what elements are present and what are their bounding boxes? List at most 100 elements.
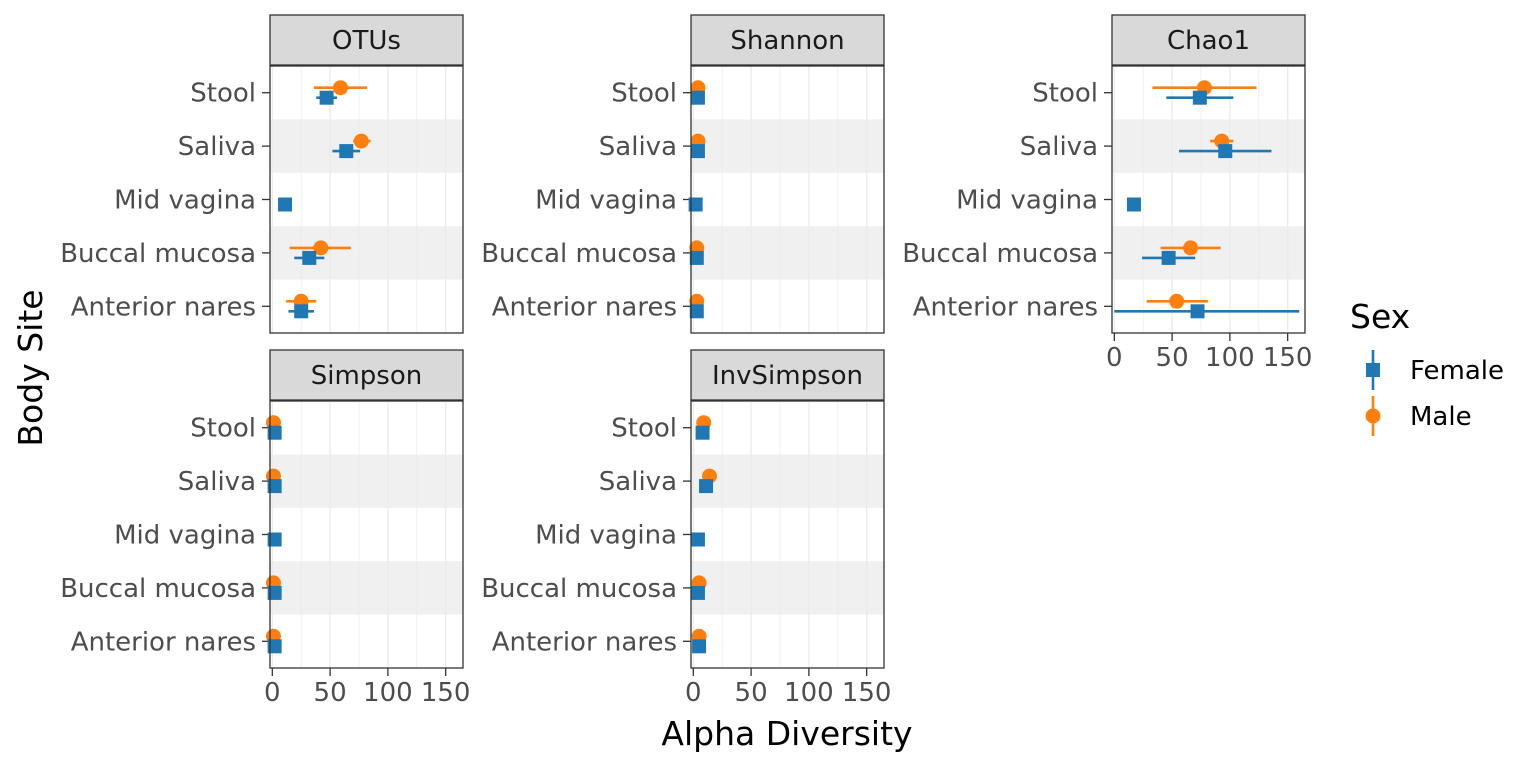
y-tick-label-buccal-mucosa-invsimpson: Buccal mucosa <box>481 574 677 604</box>
point-stool-female-invsimpson <box>695 425 710 440</box>
y-tick-label-anterior-nares-shannon: Anterior nares <box>492 292 677 322</box>
x-tick-label-50-invsimpson: 50 <box>735 678 768 708</box>
y-tick-label-stool-simpson: Stool <box>190 414 256 444</box>
point-mid-vagina-female-shannon <box>688 197 703 212</box>
point-mid-vagina-female-invsimpson <box>690 532 705 547</box>
y-tick-label-mid-vagina-invsimpson: Mid vagina <box>535 521 677 551</box>
y-tick-label-mid-vagina-chao1: Mid vagina <box>956 186 1098 216</box>
point-anterior-nares-female-otus <box>294 304 309 319</box>
band-buccal-mucosa-invsimpson <box>691 561 884 615</box>
legend: Sex Female Male <box>1350 297 1504 436</box>
point-anterior-nares-female-shannon <box>689 304 704 319</box>
point-saliva-female-otus <box>339 144 354 159</box>
point-saliva-female-simpson <box>267 479 282 494</box>
band-saliva-chao1 <box>1112 119 1305 173</box>
y-tick-label-buccal-mucosa-otus: Buccal mucosa <box>60 239 256 269</box>
legend-label-female: Female <box>1410 356 1504 386</box>
x-tick-label-100-chao1: 100 <box>1205 343 1255 373</box>
point-mid-vagina-female-otus <box>278 197 293 212</box>
point-saliva-female-invsimpson <box>699 479 714 494</box>
x-tick-label-150-simpson: 150 <box>421 678 471 708</box>
y-tick-label-mid-vagina-simpson: Mid vagina <box>114 521 256 551</box>
panel-border-otus <box>269 65 464 334</box>
panel-border-shannon <box>690 65 885 334</box>
x-tick-label-50-simpson: 50 <box>314 678 347 708</box>
point-mid-vagina-female-chao1 <box>1126 197 1141 212</box>
panel-background-simpson <box>270 401 463 668</box>
point-stool-female-otus <box>319 90 334 105</box>
facet-strip-chao1 <box>1111 14 1306 66</box>
facet-shannon: Shannon Stool Saliva Mid vagina Buccal mucos… <box>481 14 885 334</box>
y-tick-label-anterior-nares-otus: Anterior nares <box>71 292 256 322</box>
y-tick-label-anterior-nares-chao1: Anterior nares <box>913 292 1098 322</box>
y-tick-label-stool-chao1: Stool <box>1032 79 1098 109</box>
legend-key-female <box>1366 363 1380 377</box>
panel-background-otus <box>270 66 463 333</box>
band-buccal-mucosa-simpson <box>270 561 463 615</box>
band-saliva-simpson <box>270 454 463 508</box>
facet-chao1: Chao1 Stool Saliva Mid vagina Buccal mucosa A… <box>902 14 1313 373</box>
point-buccal-mucosa-female-otus <box>302 250 317 265</box>
facet-strip-label-simpson: Simpson <box>311 361 423 391</box>
y-tick-label-stool-invsimpson: Stool <box>611 414 677 444</box>
x-tick-label-50-chao1: 50 <box>1156 343 1189 373</box>
point-saliva-male-otus <box>353 133 369 149</box>
y-tick-label-saliva-simpson: Saliva <box>178 467 256 497</box>
point-stool-female-simpson <box>267 425 282 440</box>
point-buccal-mucosa-female-simpson <box>267 585 282 600</box>
point-anterior-nares-female-invsimpson <box>692 639 707 654</box>
y-tick-label-anterior-nares-invsimpson: Anterior nares <box>492 627 677 657</box>
facet-strip-shannon <box>690 14 885 66</box>
y-tick-label-saliva-chao1: Saliva <box>1020 132 1098 162</box>
band-buccal-mucosa-chao1 <box>1112 226 1305 280</box>
x-tick-label-0-chao1: 0 <box>1106 343 1123 373</box>
point-buccal-mucosa-male-chao1 <box>1183 240 1199 256</box>
facet-strip-label-otus: OTUs <box>332 26 401 56</box>
panel-background-shannon <box>691 66 884 333</box>
y-tick-label-buccal-mucosa-chao1: Buccal mucosa <box>902 239 1098 269</box>
facet-strip-label-shannon: Shannon <box>730 26 844 56</box>
panel-background-chao1 <box>1112 66 1305 333</box>
y-axis-title: Body Site <box>11 289 50 446</box>
y-tick-label-mid-vagina-otus: Mid vagina <box>114 186 256 216</box>
y-tick-label-anterior-nares-simpson: Anterior nares <box>71 627 256 657</box>
point-stool-male-otus <box>332 80 348 96</box>
point-stool-female-chao1 <box>1192 90 1207 105</box>
facet-strip-label-invsimpson: InvSimpson <box>712 361 863 391</box>
point-anterior-nares-male-chao1 <box>1169 293 1185 309</box>
facet-strip-otus <box>269 14 464 66</box>
x-tick-label-0-invsimpson: 0 <box>685 678 702 708</box>
point-buccal-mucosa-female-chao1 <box>1161 250 1176 265</box>
legend-key-male <box>1365 408 1381 424</box>
y-tick-label-stool-otus: Stool <box>190 79 256 109</box>
band-buccal-mucosa-shannon <box>691 226 884 280</box>
x-tick-label-100-simpson: 100 <box>363 678 413 708</box>
x-axis-title: Alpha Diversity <box>661 714 912 753</box>
x-tick-label-150-invsimpson: 150 <box>842 678 892 708</box>
point-buccal-mucosa-female-shannon <box>689 250 704 265</box>
point-buccal-mucosa-male-otus <box>313 240 329 256</box>
facet-simpson: Simpson Stool Saliva Mid vagina Buccal mucos… <box>60 349 471 708</box>
facet-strip-simpson <box>269 349 464 401</box>
facet-strip-invsimpson <box>690 349 885 401</box>
point-stool-female-shannon <box>690 90 705 105</box>
band-saliva-shannon <box>691 119 884 173</box>
point-buccal-mucosa-female-invsimpson <box>690 585 705 600</box>
point-anterior-nares-female-simpson <box>267 639 282 654</box>
legend-label-male: Male <box>1410 402 1472 432</box>
y-tick-label-mid-vagina-shannon: Mid vagina <box>535 186 677 216</box>
x-tick-label-100-invsimpson: 100 <box>784 678 834 708</box>
facet-otus: OTUs Stool Saliva Mid vagina Buccal mucosa An… <box>60 14 464 334</box>
x-tick-label-0-simpson: 0 <box>264 678 281 708</box>
y-tick-label-saliva-invsimpson: Saliva <box>599 467 677 497</box>
panel-border-chao1 <box>1111 65 1306 334</box>
panel-background-invsimpson <box>691 401 884 668</box>
point-saliva-female-chao1 <box>1218 144 1233 159</box>
facet-invsimpson: InvSimpson Stool Saliva Mid vagina Buccal mu… <box>481 349 892 708</box>
panel-border-simpson <box>269 400 464 669</box>
legend-title: Sex <box>1350 297 1410 336</box>
band-buccal-mucosa-otus <box>270 226 463 280</box>
y-tick-label-saliva-shannon: Saliva <box>599 132 677 162</box>
x-tick-label-150-chao1: 150 <box>1263 343 1313 373</box>
panel-border-invsimpson <box>690 400 885 669</box>
